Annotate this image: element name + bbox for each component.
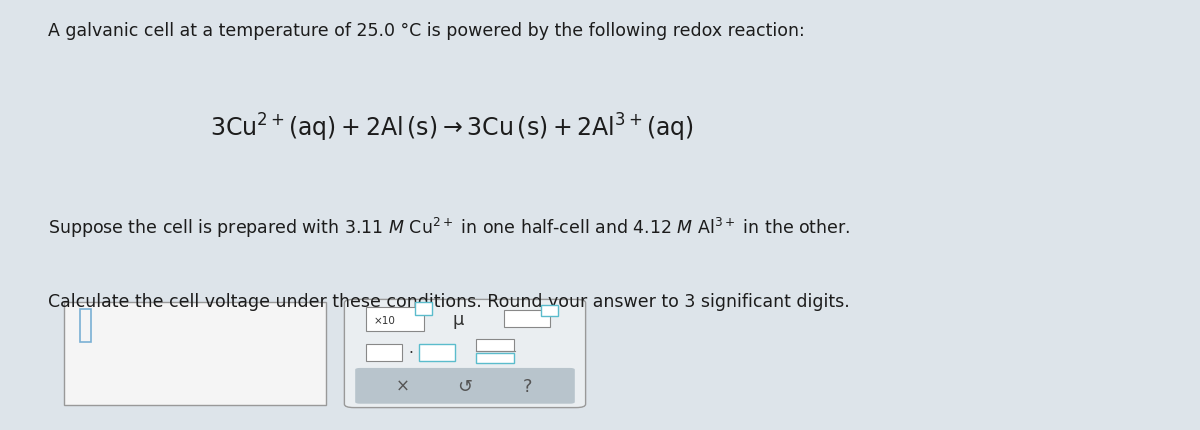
Text: ×10: ×10 <box>373 316 395 326</box>
Bar <box>504 310 550 328</box>
Text: ↺: ↺ <box>457 377 473 395</box>
FancyBboxPatch shape <box>344 300 586 408</box>
Bar <box>366 307 424 331</box>
Bar <box>419 344 455 361</box>
Text: A galvanic cell at a temperature of 25.0 °C is powered by the following redox re: A galvanic cell at a temperature of 25.0… <box>48 22 805 40</box>
Bar <box>541 305 558 316</box>
Bar <box>80 310 91 342</box>
FancyBboxPatch shape <box>355 368 575 404</box>
FancyBboxPatch shape <box>64 302 326 405</box>
Bar <box>476 353 515 363</box>
Text: ?: ? <box>522 377 532 395</box>
Bar <box>415 302 432 315</box>
Text: Suppose the cell is prepared with 3.11 $\mathit{M}$ Cu$^{2+}$ in one half-cell a: Suppose the cell is prepared with 3.11 $… <box>48 215 851 239</box>
Bar <box>476 339 515 351</box>
Text: Calculate the cell voltage under these conditions. Round your answer to 3 signif: Calculate the cell voltage under these c… <box>48 292 850 310</box>
Text: ·: · <box>408 345 413 360</box>
Text: μ: μ <box>452 310 464 328</box>
Bar <box>366 344 402 361</box>
Text: ×: × <box>396 377 409 395</box>
Text: $\mathregular{3Cu^{2+}(aq)+2Al\,(s)\rightarrow3Cu\,(s)+2Al^{3+}(aq)}$: $\mathregular{3Cu^{2+}(aq)+2Al\,(s)\righ… <box>210 112 694 144</box>
